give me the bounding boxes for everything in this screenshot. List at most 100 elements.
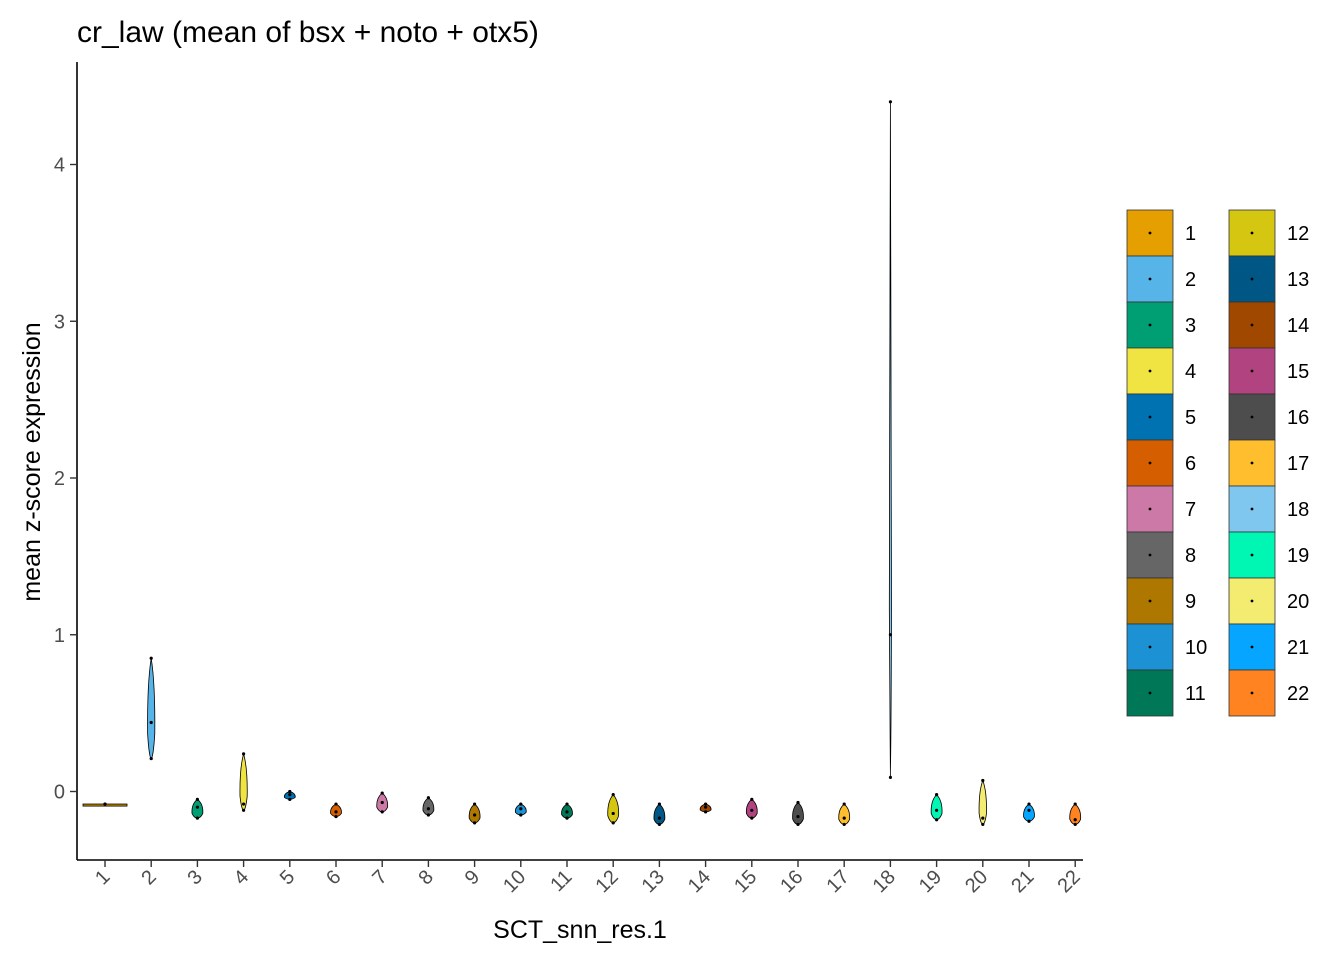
y-tick-label: 4 bbox=[54, 155, 65, 177]
x-tick-label: 10 bbox=[499, 866, 530, 897]
violin-7 bbox=[376, 791, 389, 814]
data-point bbox=[149, 720, 153, 725]
legend-key-dot bbox=[1250, 415, 1254, 419]
x-tick-label: 13 bbox=[638, 866, 669, 897]
data-point bbox=[657, 816, 662, 820]
data-point bbox=[750, 808, 754, 812]
legend-key-dot bbox=[1148, 323, 1152, 327]
legend-key-dot bbox=[1250, 231, 1254, 235]
data-point bbox=[565, 802, 569, 806]
violin-body bbox=[147, 658, 156, 759]
x-tick-label: 9 bbox=[461, 866, 484, 889]
x-tick-label: 16 bbox=[776, 866, 807, 897]
data-point bbox=[519, 813, 523, 817]
data-point bbox=[1073, 802, 1077, 806]
violin-body bbox=[888, 101, 892, 778]
legend-label: 6 bbox=[1185, 453, 1196, 475]
violin-14 bbox=[699, 802, 712, 814]
data-point bbox=[611, 811, 615, 816]
y-axis-title: mean z-score expression bbox=[18, 322, 46, 601]
violin-21 bbox=[1023, 802, 1035, 823]
legend-item-5: 5 bbox=[1126, 393, 1196, 441]
data-point bbox=[657, 822, 662, 827]
data-point bbox=[149, 656, 153, 660]
data-point bbox=[704, 805, 708, 809]
legend-item-18: 18 bbox=[1228, 485, 1309, 533]
x-tick-label: 7 bbox=[368, 866, 391, 889]
data-point bbox=[242, 752, 246, 756]
data-point bbox=[195, 805, 199, 809]
x-tick-label: 12 bbox=[591, 866, 622, 897]
legend-item-22: 22 bbox=[1228, 669, 1309, 717]
data-point bbox=[288, 797, 292, 801]
legend-key-dot bbox=[1250, 461, 1254, 465]
legend-item-21: 21 bbox=[1228, 623, 1309, 671]
legend-key-dot bbox=[1250, 369, 1254, 373]
violin-9 bbox=[468, 802, 481, 825]
legend-label: 5 bbox=[1185, 407, 1196, 429]
violin-body bbox=[422, 797, 435, 816]
x-tick-label: 17 bbox=[822, 866, 853, 897]
data-point bbox=[242, 808, 246, 812]
data-point bbox=[195, 797, 199, 801]
data-point bbox=[288, 789, 292, 794]
legend-label: 17 bbox=[1287, 453, 1309, 475]
data-point bbox=[334, 810, 338, 814]
x-tick-label: 8 bbox=[415, 866, 438, 889]
data-point bbox=[796, 800, 800, 805]
legend-label: 7 bbox=[1185, 499, 1196, 521]
data-point bbox=[842, 822, 846, 827]
legend-label: 18 bbox=[1287, 499, 1309, 521]
legend-item-11: 11 bbox=[1126, 669, 1206, 717]
x-tick-label: 3 bbox=[184, 866, 207, 889]
violin-body bbox=[1069, 803, 1082, 825]
x-tick-label: 22 bbox=[1053, 866, 1084, 897]
data-point bbox=[565, 816, 569, 820]
legend-key-dot bbox=[1250, 323, 1254, 327]
legend-label: 20 bbox=[1287, 591, 1309, 613]
x-tick-label: 20 bbox=[961, 866, 992, 897]
legend-key-dot bbox=[1148, 415, 1152, 419]
data-point bbox=[935, 808, 939, 812]
x-tick-label: 15 bbox=[730, 866, 761, 897]
legend-label: 16 bbox=[1287, 407, 1309, 429]
x-tick-label: 18 bbox=[869, 866, 900, 897]
legend-label: 3 bbox=[1185, 315, 1196, 337]
legend-key-dot bbox=[1148, 507, 1152, 511]
legend-key-dot bbox=[1250, 645, 1254, 649]
legend-item-6: 6 bbox=[1126, 439, 1196, 487]
legend-item-17: 17 bbox=[1228, 439, 1309, 487]
data-point bbox=[935, 818, 939, 822]
legend-key-dot bbox=[1148, 231, 1152, 235]
data-point bbox=[426, 807, 430, 811]
data-point bbox=[1073, 818, 1077, 822]
data-point bbox=[519, 807, 523, 811]
legend-item-8: 8 bbox=[1126, 531, 1196, 579]
data-point bbox=[380, 791, 384, 795]
legend-item-10: 10 bbox=[1126, 623, 1207, 671]
legend-label: 15 bbox=[1287, 361, 1309, 383]
legend-label: 13 bbox=[1287, 269, 1309, 291]
legend-label: 11 bbox=[1185, 683, 1206, 705]
data-point bbox=[888, 775, 893, 779]
y-tick-label: 0 bbox=[54, 782, 65, 804]
data-point bbox=[796, 814, 800, 819]
data-point bbox=[657, 802, 662, 806]
legend-key-dot bbox=[1250, 691, 1254, 695]
legend-item-12: 12 bbox=[1228, 209, 1309, 257]
violin-17 bbox=[838, 802, 851, 827]
legend-item-14: 14 bbox=[1228, 301, 1309, 349]
violin-body bbox=[653, 803, 666, 825]
data-point bbox=[334, 802, 338, 806]
x-tick-label: 14 bbox=[684, 866, 715, 897]
violin-body bbox=[1023, 803, 1035, 822]
data-point bbox=[380, 810, 384, 814]
legend-label: 10 bbox=[1185, 637, 1207, 659]
data-point bbox=[981, 778, 985, 783]
data-point bbox=[1027, 808, 1031, 812]
legend-key bbox=[1228, 301, 1276, 349]
legend-key-dot bbox=[1148, 599, 1152, 603]
data-point bbox=[981, 816, 985, 820]
violin-22 bbox=[1069, 802, 1082, 827]
